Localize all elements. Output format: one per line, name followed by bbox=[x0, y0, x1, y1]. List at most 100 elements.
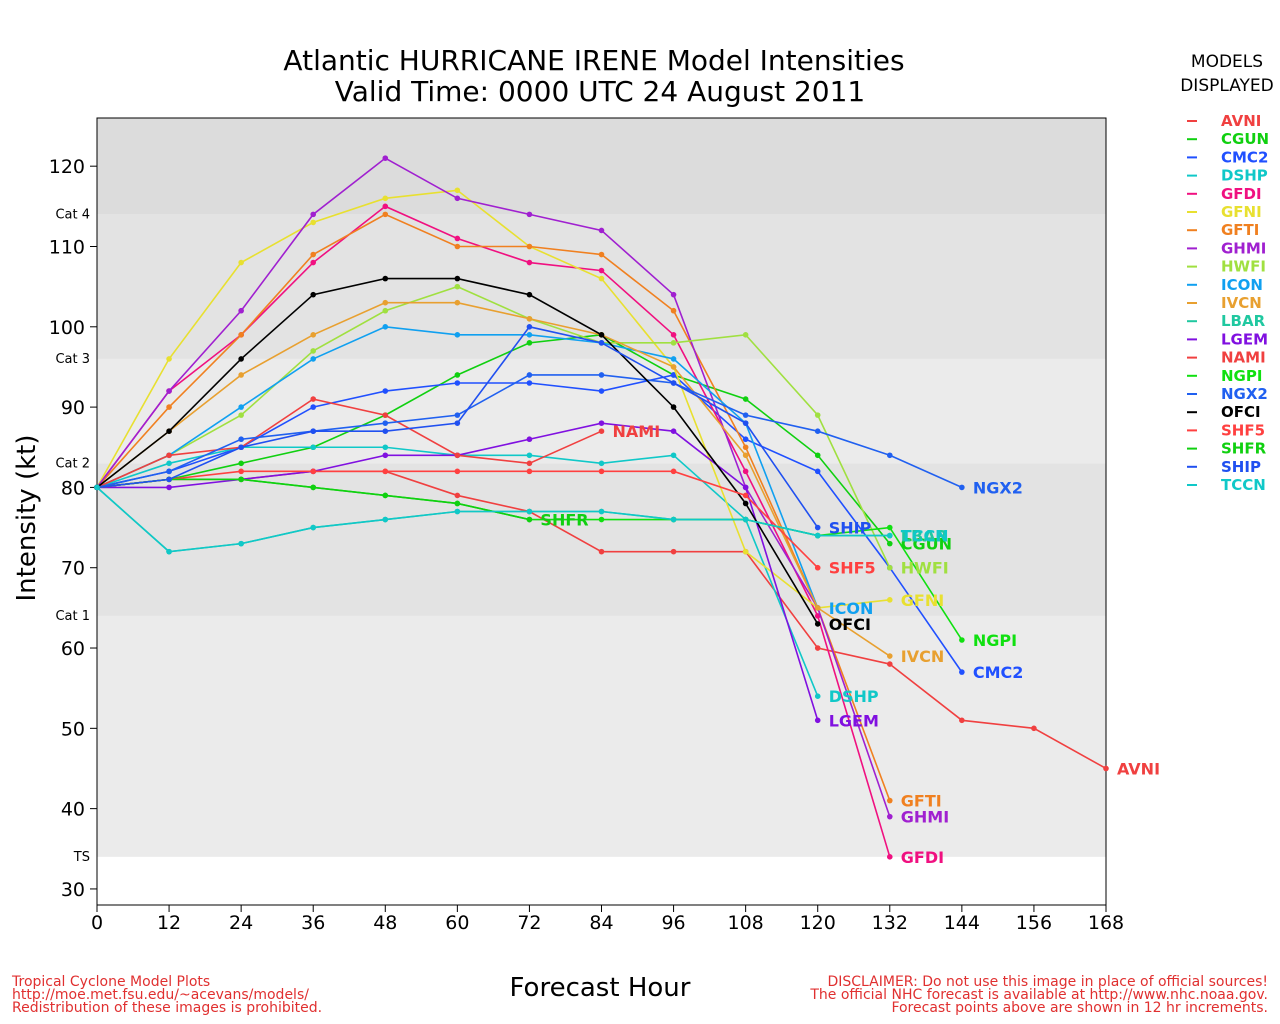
y-tick-label: 60 bbox=[61, 638, 85, 660]
legend-entry: NAMI bbox=[1221, 349, 1266, 367]
data-point bbox=[454, 243, 461, 250]
series-line bbox=[96, 285, 891, 569]
data-point bbox=[238, 412, 244, 418]
data-point bbox=[454, 452, 461, 459]
data-point bbox=[886, 854, 893, 860]
x-tick-label: 36 bbox=[301, 912, 325, 934]
data-point bbox=[526, 516, 533, 523]
series-end-label: LGEM bbox=[829, 711, 879, 730]
data-point bbox=[598, 251, 605, 258]
data-point bbox=[598, 332, 605, 338]
legend-entry: NGPI bbox=[1221, 367, 1262, 385]
y-tick-label: 50 bbox=[61, 718, 85, 740]
data-point bbox=[310, 291, 317, 298]
series-end-label: GFTI bbox=[901, 792, 942, 811]
series-end-label: SHF5 bbox=[829, 559, 876, 578]
data-point bbox=[94, 484, 100, 491]
x-tick-label: 156 bbox=[1016, 912, 1052, 934]
data-point bbox=[310, 332, 317, 338]
data-point bbox=[382, 444, 389, 451]
series-end-label: LBAR bbox=[901, 527, 948, 546]
series-end-label: ICON bbox=[829, 599, 874, 618]
data-point bbox=[310, 396, 317, 402]
data-point bbox=[382, 203, 389, 210]
y-tick-label: 110 bbox=[49, 236, 85, 258]
series-line bbox=[96, 301, 891, 657]
data-point bbox=[382, 211, 389, 218]
data-point bbox=[742, 332, 749, 338]
data-point bbox=[670, 468, 677, 475]
data-point bbox=[814, 613, 821, 619]
data-point bbox=[238, 540, 244, 547]
data-point bbox=[454, 299, 461, 306]
x-tick-label: 168 bbox=[1088, 912, 1124, 934]
series-end-label: SHFR bbox=[540, 511, 588, 530]
data-point bbox=[382, 323, 389, 330]
data-point bbox=[310, 484, 317, 491]
data-point bbox=[742, 500, 749, 507]
data-point bbox=[814, 532, 821, 539]
data-point bbox=[886, 813, 893, 820]
legend-entry: GFNI bbox=[1221, 203, 1262, 221]
data-point bbox=[526, 436, 533, 443]
data-point bbox=[526, 372, 533, 378]
legend-entry: AVNI bbox=[1221, 112, 1261, 130]
series-end-label: HWFI bbox=[901, 559, 949, 578]
data-point bbox=[742, 548, 749, 555]
data-point bbox=[598, 420, 605, 426]
data-point bbox=[454, 380, 461, 386]
series-end-label: CGUN bbox=[901, 535, 952, 554]
data-point bbox=[886, 532, 893, 539]
band-cat-1 bbox=[97, 463, 1106, 616]
data-point bbox=[742, 468, 749, 475]
series-line bbox=[96, 486, 890, 553]
data-point bbox=[454, 420, 461, 426]
series-line bbox=[96, 205, 891, 858]
series-end-label: NGPI bbox=[973, 631, 1017, 650]
legend-heading-1: MODELS bbox=[1191, 52, 1263, 72]
data-point bbox=[454, 235, 461, 242]
data-point bbox=[959, 669, 965, 675]
legend-entry: GFDI bbox=[1221, 185, 1262, 203]
series-end-label: GHMI bbox=[901, 808, 949, 827]
data-point bbox=[166, 548, 172, 555]
data-point bbox=[382, 412, 389, 418]
legend-entry: LBAR bbox=[1221, 312, 1266, 330]
data-point bbox=[670, 516, 677, 523]
data-point bbox=[598, 508, 605, 515]
data-point bbox=[526, 452, 533, 459]
series-end-label: IVCN bbox=[901, 647, 944, 666]
data-point bbox=[670, 372, 677, 378]
data-point bbox=[814, 524, 821, 531]
series-end-label: AVNI bbox=[1117, 759, 1160, 778]
data-point bbox=[310, 356, 317, 362]
data-point bbox=[238, 444, 244, 451]
data-point bbox=[310, 219, 317, 226]
data-point bbox=[598, 388, 605, 394]
series-end-label: GFDI bbox=[901, 848, 944, 867]
data-point bbox=[598, 227, 605, 234]
x-tick-label: 120 bbox=[800, 912, 836, 934]
legend-entry: LGEM bbox=[1221, 330, 1268, 348]
data-point bbox=[382, 492, 389, 499]
data-point bbox=[382, 155, 389, 161]
data-point bbox=[382, 307, 389, 314]
data-point bbox=[670, 404, 677, 410]
data-point bbox=[454, 508, 461, 515]
data-point bbox=[382, 452, 389, 459]
category-label: TS bbox=[73, 850, 90, 865]
data-point bbox=[814, 428, 821, 434]
data-point bbox=[814, 452, 821, 459]
data-point bbox=[382, 516, 389, 523]
series-end-label: SHIP bbox=[829, 519, 872, 538]
data-point bbox=[598, 468, 605, 475]
x-tick-label: 144 bbox=[944, 912, 980, 934]
legend-entry: SHIP bbox=[1221, 458, 1261, 476]
data-point bbox=[454, 412, 461, 418]
y-tick-label: 40 bbox=[61, 799, 85, 821]
legend-entry: GHMI bbox=[1221, 239, 1266, 257]
chart-title: Atlantic HURRICANE IRENE Model Intensiti… bbox=[283, 44, 904, 77]
data-point bbox=[670, 380, 677, 386]
series-line bbox=[96, 189, 890, 609]
